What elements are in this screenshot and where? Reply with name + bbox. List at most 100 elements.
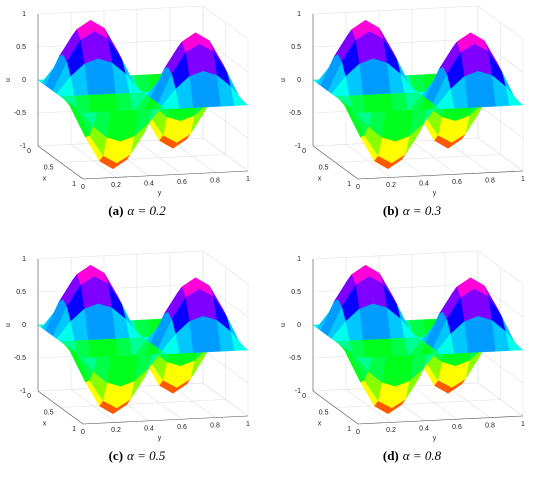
z-tick-label: 0 bbox=[22, 77, 26, 84]
x-tick-label: 0.5 bbox=[44, 164, 54, 171]
z-tick-label: 0.5 bbox=[16, 44, 26, 51]
y-tick-label: 0.4 bbox=[144, 426, 154, 433]
x-tick-label: 0 bbox=[27, 148, 31, 155]
z-tick-label: -0.5 bbox=[14, 355, 26, 362]
surface-patch bbox=[79, 110, 98, 127]
z-tick-label: 0.5 bbox=[291, 289, 301, 296]
axis-line bbox=[82, 415, 249, 425]
x-tick-label: 0 bbox=[302, 393, 306, 400]
caption: (a) α = 0.2 bbox=[108, 203, 166, 218]
x-tick-label: 0 bbox=[302, 148, 306, 155]
caption-text: α = 0.2 bbox=[127, 203, 166, 218]
y-tick-label: 1 bbox=[246, 421, 250, 428]
y-tick-label: 0.2 bbox=[386, 427, 396, 434]
grid-line bbox=[477, 250, 524, 285]
z-axis-label: u bbox=[280, 323, 287, 327]
y-tick-label: 0.8 bbox=[210, 177, 220, 184]
caption-label: (a) bbox=[108, 203, 123, 218]
z-tick-label: 0 bbox=[297, 322, 301, 329]
y-tick-label: 0.2 bbox=[111, 182, 121, 189]
grid-line bbox=[202, 5, 249, 40]
axis-line bbox=[357, 170, 524, 180]
z-tick-label: 1 bbox=[22, 256, 26, 263]
caption-label: (c) bbox=[109, 448, 123, 463]
axis-line bbox=[312, 145, 359, 180]
y-tick-label: 0.2 bbox=[386, 182, 396, 189]
x-tick-label: 0.5 bbox=[319, 164, 329, 171]
z-tick-label: 0.5 bbox=[291, 44, 301, 51]
grid-line bbox=[70, 389, 117, 423]
grid-line bbox=[312, 38, 479, 48]
grid-line bbox=[312, 283, 479, 293]
grid-line bbox=[411, 385, 458, 420]
grid-line bbox=[70, 144, 117, 178]
grid-line bbox=[411, 140, 458, 175]
grid-line bbox=[60, 399, 226, 408]
x-tick-label: 1 bbox=[347, 426, 351, 433]
caption-label: (b) bbox=[383, 203, 399, 218]
caption-text: α = 0.8 bbox=[403, 448, 442, 463]
z-tick-label: -0.5 bbox=[289, 110, 301, 117]
y-tick-label: 1 bbox=[521, 176, 525, 183]
y-axis-label: y bbox=[433, 435, 437, 442]
grid-line bbox=[477, 5, 524, 40]
y-tick-label: 0 bbox=[356, 184, 360, 191]
grid-line bbox=[37, 5, 204, 15]
axis-line bbox=[37, 390, 84, 425]
y-axis-label: y bbox=[158, 190, 162, 197]
grid-line bbox=[345, 144, 392, 178]
grid-line bbox=[477, 349, 524, 384]
grid-line bbox=[60, 154, 226, 163]
surface-patch bbox=[79, 355, 98, 372]
y-tick-label: 0.8 bbox=[210, 422, 220, 429]
grid-line bbox=[312, 5, 479, 15]
grid-line bbox=[335, 154, 501, 163]
z-tick-label: 1 bbox=[22, 11, 26, 18]
grid-line bbox=[37, 38, 204, 48]
y-tick-label: 0 bbox=[81, 429, 85, 436]
z-tick-label: 0 bbox=[297, 77, 301, 84]
x-axis-label: x bbox=[43, 420, 47, 427]
z-tick-label: -1 bbox=[295, 143, 301, 150]
grid-line bbox=[37, 250, 204, 260]
y-axis-label: y bbox=[433, 190, 437, 197]
y-tick-label: 0 bbox=[356, 429, 360, 436]
x-tick-label: 0.5 bbox=[44, 409, 54, 416]
z-tick-label: -1 bbox=[20, 388, 26, 395]
grid-line bbox=[202, 250, 249, 285]
z-tick-label: -1 bbox=[295, 388, 301, 395]
surface-patch bbox=[354, 110, 373, 127]
z-tick-label: -0.5 bbox=[14, 110, 26, 117]
surface-patch bbox=[354, 355, 373, 372]
z-tick-label: -1 bbox=[20, 143, 26, 150]
x-axis-label: x bbox=[318, 420, 322, 427]
z-tick-label: -0.5 bbox=[289, 355, 301, 362]
grid-line bbox=[477, 137, 524, 172]
y-tick-label: 1 bbox=[246, 176, 250, 183]
y-tick-label: 0.6 bbox=[452, 424, 462, 431]
z-tick-label: 1 bbox=[297, 11, 301, 18]
grid-line bbox=[202, 382, 249, 417]
axis-line bbox=[82, 170, 249, 180]
z-tick-label: 1 bbox=[297, 256, 301, 263]
grid-line bbox=[477, 382, 524, 417]
grid-line bbox=[202, 137, 249, 172]
y-axis-label: y bbox=[158, 435, 162, 442]
z-axis-label: u bbox=[5, 323, 12, 327]
y-tick-label: 0.4 bbox=[419, 181, 429, 188]
grid-line bbox=[202, 349, 249, 384]
y-tick-label: 0.4 bbox=[144, 181, 154, 188]
x-axis-label: x bbox=[318, 175, 322, 182]
caption: (d) α = 0.8 bbox=[383, 448, 442, 463]
y-tick-label: 0.6 bbox=[177, 179, 187, 186]
grid-line bbox=[136, 140, 183, 175]
caption-text: α = 0.3 bbox=[403, 203, 442, 218]
grid-line bbox=[136, 385, 183, 420]
z-tick-label: 0 bbox=[22, 322, 26, 329]
x-tick-label: 1 bbox=[347, 181, 351, 188]
x-tick-label: 1 bbox=[72, 426, 76, 433]
